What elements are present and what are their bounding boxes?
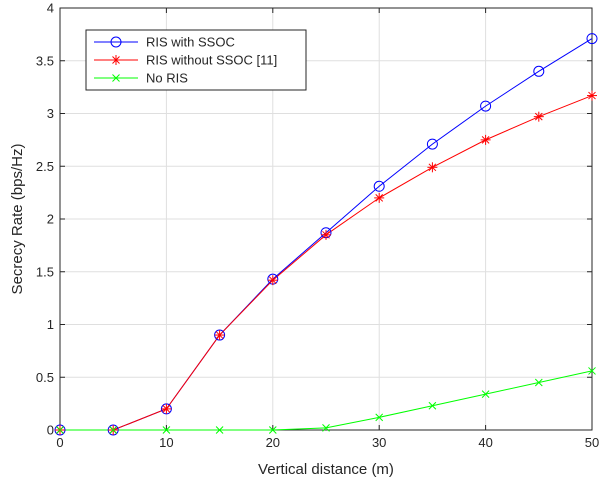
y-tick-label: 3.5 [36, 53, 54, 68]
x-marker-stroke [56, 426, 64, 434]
data-point-series-2 [587, 90, 597, 101]
y-tick-label: 2 [47, 212, 54, 227]
asterisk-marker-stroke [375, 194, 384, 202]
y-tick-label: 3 [47, 106, 54, 121]
data-point-series-3 [428, 401, 437, 410]
data-point-series-1 [586, 33, 598, 45]
asterisk-marker-stroke [162, 405, 171, 413]
legend-marker [112, 74, 120, 82]
data-point-series-2 [214, 330, 225, 341]
x-marker-stroke [588, 367, 596, 375]
data-point-series-2 [267, 275, 278, 286]
series-group [54, 33, 598, 436]
y-tick-label: 1 [47, 317, 54, 332]
data-point-series-3 [375, 413, 384, 422]
y-tick-label: 0.5 [36, 370, 54, 385]
data-point-series-2 [533, 111, 544, 122]
data-point-series-3 [322, 424, 330, 432]
x-tick-label: 40 [478, 435, 492, 450]
data-point-series-1 [533, 65, 545, 77]
data-point-series-3 [588, 367, 596, 375]
data-point-series-2 [161, 403, 172, 414]
y-tick-label: 2.5 [36, 159, 54, 174]
x-marker-stroke [322, 424, 330, 432]
data-point-series-3 [109, 426, 118, 434]
x-marker-stroke [375, 413, 384, 422]
x-tick-label: 30 [372, 435, 386, 450]
x-marker-stroke [481, 390, 490, 398]
legend-label: RIS with SSOC [146, 35, 235, 50]
circle-marker-shape [373, 180, 385, 192]
x-marker-stroke [215, 426, 224, 434]
data-point-series-2 [427, 162, 438, 173]
x-tick-label: 20 [266, 435, 280, 450]
x-tick-label: 50 [585, 435, 599, 450]
y-axis-label: Secrecy Rate (bps/Hz) [9, 144, 26, 295]
legend-item: No RIS [94, 71, 188, 86]
data-point-series-3 [268, 426, 277, 434]
legend-marker [111, 55, 121, 65]
x-marker-stroke [428, 401, 437, 410]
asterisk-marker-stroke [481, 136, 490, 144]
x-marker-stroke [109, 426, 118, 434]
y-tick-label: 1.5 [36, 264, 54, 279]
x-axis-label: Vertical distance (m) [258, 461, 394, 478]
grid-lines [60, 8, 592, 430]
data-point-series-2 [374, 192, 385, 203]
asterisk-marker-stroke [215, 331, 224, 339]
circle-marker-shape [480, 100, 492, 112]
data-point-series-3 [162, 426, 171, 434]
data-point-series-3 [56, 426, 64, 434]
legend-item: RIS without SSOC [11] [94, 53, 277, 68]
data-point-series-1 [373, 180, 385, 192]
circle-marker-shape [533, 65, 545, 77]
circle-marker-shape [110, 36, 122, 48]
circle-marker-shape [426, 138, 438, 150]
asterisk-marker-stroke [322, 230, 330, 239]
y-tick-label: 4 [47, 1, 54, 16]
x-marker-stroke [268, 426, 277, 434]
x-marker-stroke [112, 74, 120, 82]
legend-label: RIS without SSOC [11] [146, 53, 277, 68]
x-tick-label: 0 [56, 435, 63, 450]
circle-marker-shape [586, 33, 598, 45]
asterisk-marker-stroke [112, 56, 120, 64]
asterisk-marker-stroke [268, 276, 277, 285]
asterisk-marker-stroke [428, 163, 437, 172]
legend-label: No RIS [146, 71, 188, 86]
legend-marker [110, 36, 122, 48]
asterisk-marker-stroke [534, 112, 543, 121]
x-tick-label: 10 [159, 435, 173, 450]
x-marker-stroke [162, 426, 171, 434]
data-point-series-3 [215, 426, 224, 434]
asterisk-marker-stroke [588, 91, 596, 100]
legend: RIS with SSOC RIS without SSOC [11] No RIS [85, 29, 307, 91]
data-point-series-3 [534, 378, 543, 387]
x-marker-stroke [534, 378, 543, 387]
legend-item: RIS with SSOC [94, 35, 235, 50]
data-point-series-1 [426, 138, 438, 150]
data-point-series-2 [480, 134, 491, 145]
y-tick-label: 0 [47, 423, 54, 438]
data-point-series-3 [481, 390, 490, 398]
data-point-series-1 [480, 100, 492, 112]
axes: 0 10 20 30 40 50 0 0.5 1 1.5 2 2.5 3 3.5 4 [36, 1, 599, 451]
data-point-series-2 [321, 229, 331, 240]
